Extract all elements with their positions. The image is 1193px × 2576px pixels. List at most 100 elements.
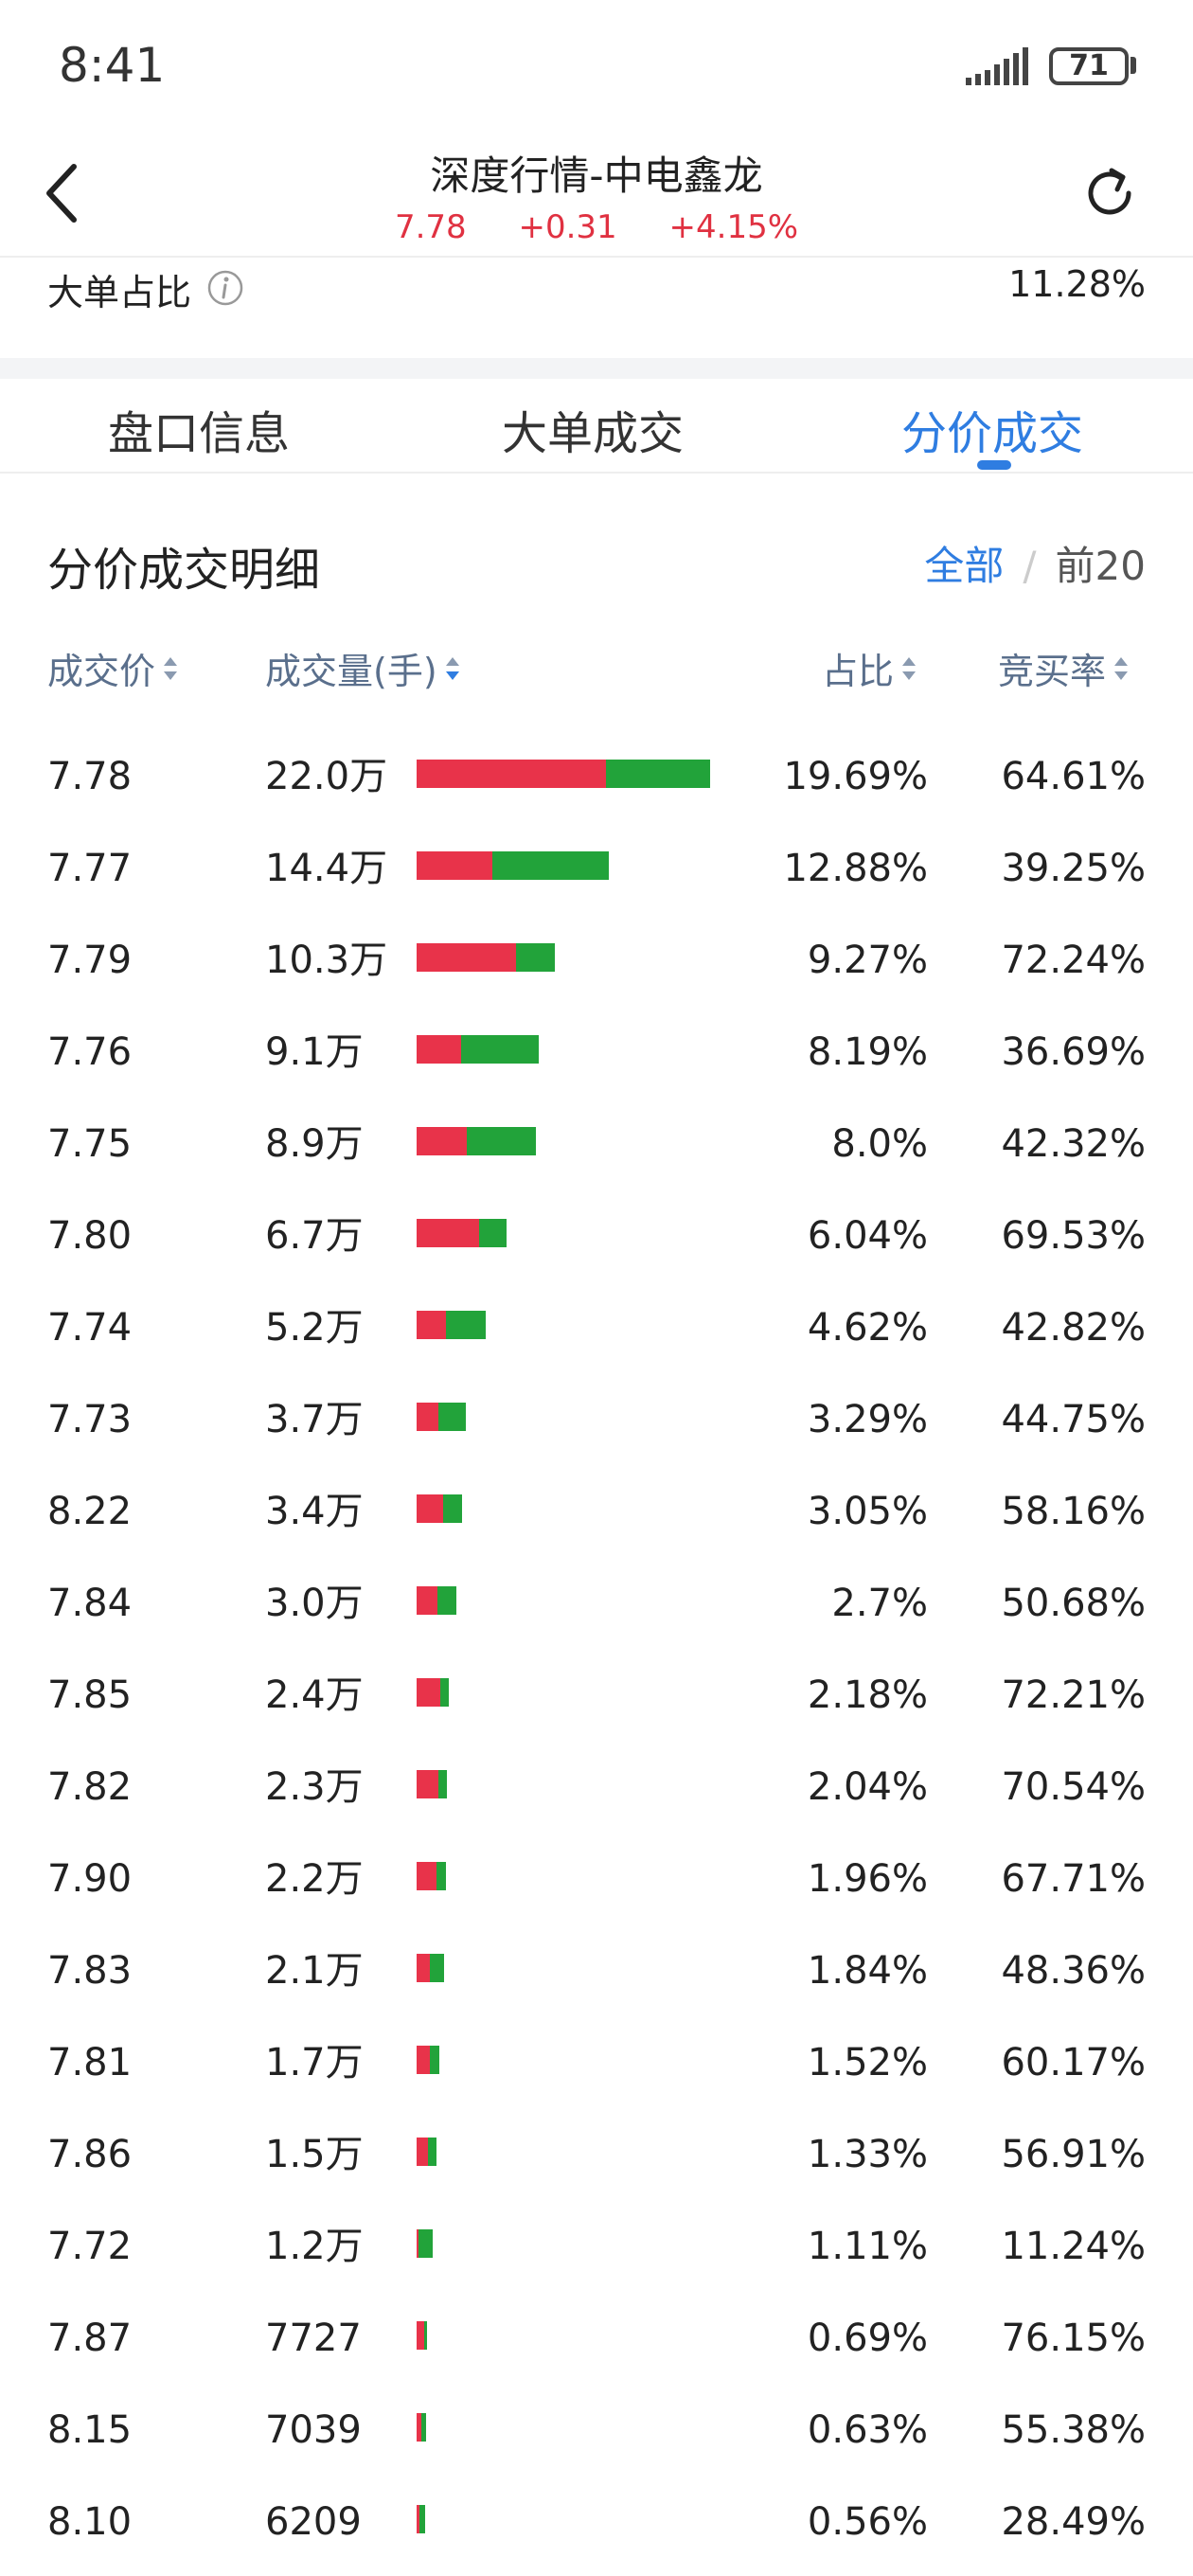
table-row[interactable]: 7.87 7727 0.69% 76.15% — [0, 2293, 1193, 2385]
tab-price-volume[interactable]: 分价成交 — [901, 407, 1084, 460]
row-share-bar — [417, 1862, 446, 1890]
row-share-bar — [417, 1403, 466, 1431]
row-bid-rate: 64.61% — [1001, 755, 1146, 798]
bar-buy-segment — [417, 1403, 439, 1431]
bar-buy-segment — [417, 851, 492, 880]
row-bid-rate: 11.24% — [1001, 2225, 1146, 2268]
row-ratio: 4.62% — [807, 1306, 928, 1350]
table-row[interactable]: 7.74 5.2万 4.62% 42.82% — [0, 1282, 1193, 1374]
section-divider — [0, 358, 1193, 379]
bar-sell-segment — [479, 1219, 507, 1247]
table-row[interactable]: 7.85 2.4万 2.18% 72.21% — [0, 1650, 1193, 1742]
table-row[interactable]: 7.72 1.2万 1.11% 11.24% — [0, 2201, 1193, 2293]
table-row[interactable]: 7.82 2.3万 2.04% 70.54% — [0, 1742, 1193, 1834]
table-row[interactable]: 7.76 9.1万 8.19% 36.69% — [0, 1007, 1193, 1099]
row-ratio: 0.56% — [807, 2500, 928, 2544]
bar-sell-segment — [606, 760, 710, 788]
row-price: 7.81 — [47, 2041, 133, 2084]
info-icon[interactable] — [206, 269, 244, 307]
row-price: 7.79 — [47, 939, 133, 982]
row-volume: 10.3万 — [265, 939, 388, 982]
table-row[interactable]: 7.86 1.5万 1.33% 56.91% — [0, 2109, 1193, 2201]
filter-top20[interactable]: 前20 — [1055, 543, 1146, 589]
tab-indicator — [977, 460, 1011, 470]
bar-buy-segment — [417, 2138, 428, 2166]
row-bid-rate: 44.75% — [1001, 1398, 1146, 1441]
current-price: 7.78 — [394, 208, 467, 246]
battery-level: 71 — [1069, 49, 1109, 82]
row-bid-rate: 72.21% — [1001, 1673, 1146, 1717]
table-row[interactable]: 7.79 10.3万 9.27% 72.24% — [0, 915, 1193, 1007]
col-header-price[interactable]: 成交价 — [47, 642, 180, 694]
row-bid-rate: 60.17% — [1001, 2041, 1146, 2084]
tab-order-book[interactable]: 盘口信息 — [108, 407, 291, 460]
table-row[interactable]: 7.73 3.7万 3.29% 44.75% — [0, 1374, 1193, 1466]
table-row[interactable]: 8.15 7039 0.63% 55.38% — [0, 2385, 1193, 2477]
col-header-volume[interactable]: 成交量(手) — [265, 642, 462, 694]
row-volume: 14.4万 — [265, 847, 388, 890]
tab-big-orders[interactable]: 大单成交 — [502, 407, 685, 460]
row-ratio: 3.29% — [807, 1398, 928, 1441]
row-bid-rate: 76.15% — [1001, 2317, 1146, 2360]
row-volume: 9.1万 — [265, 1030, 364, 1074]
table-row[interactable]: 7.75 8.9万 8.0% 42.32% — [0, 1099, 1193, 1190]
row-bid-rate: 69.53% — [1001, 1214, 1146, 1258]
col-header-volume-label: 成交量(手) — [265, 651, 437, 692]
row-share-bar — [417, 1035, 539, 1064]
row-price: 7.87 — [47, 2317, 133, 2360]
back-icon[interactable] — [38, 155, 87, 231]
bar-buy-segment — [417, 2046, 431, 2074]
table-row[interactable]: 7.77 14.4万 12.88% 39.25% — [0, 823, 1193, 915]
row-ratio: 1.52% — [807, 2041, 928, 2084]
row-price: 7.76 — [47, 1030, 133, 1074]
row-price: 8.10 — [47, 2500, 133, 2544]
status-time: 8:41 — [59, 38, 166, 93]
bar-sell-segment — [437, 1770, 448, 1798]
row-volume: 6209 — [265, 2500, 362, 2544]
col-header-bid-rate-label: 竞买率 — [998, 651, 1107, 692]
row-ratio: 1.33% — [807, 2133, 928, 2176]
row-share-bar — [417, 2505, 425, 2533]
header: 深度行情-中电鑫龙 7.78 +0.31 +4.15% — [0, 133, 1193, 258]
row-ratio: 1.96% — [807, 1857, 928, 1901]
row-share-bar — [417, 1219, 507, 1247]
bar-buy-segment — [417, 760, 607, 788]
bar-buy-segment — [417, 1954, 430, 1982]
row-ratio: 3.05% — [807, 1490, 928, 1533]
table-row[interactable]: 7.83 2.1万 1.84% 48.36% — [0, 1925, 1193, 2017]
table-row[interactable]: 7.90 2.2万 1.96% 67.71% — [0, 1834, 1193, 1925]
bar-sell-segment — [436, 1586, 457, 1615]
row-share-bar — [417, 2138, 436, 2166]
row-share-bar — [417, 2321, 427, 2350]
row-price: 8.22 — [47, 1490, 133, 1533]
section-title: 分价成交明细 — [47, 544, 321, 597]
bar-sell-segment — [491, 851, 609, 880]
table-row[interactable]: 8.10 6209 0.56% 28.49% — [0, 2477, 1193, 2568]
bar-buy-segment — [417, 1219, 480, 1247]
table-row[interactable]: 7.81 1.7万 1.52% 60.17% — [0, 2017, 1193, 2109]
row-price: 7.84 — [47, 1582, 133, 1625]
row-price: 7.83 — [47, 1949, 133, 1993]
row-ratio: 12.88% — [783, 847, 928, 890]
table-row[interactable]: 7.80 6.7万 6.04% 69.53% — [0, 1190, 1193, 1282]
bar-sell-segment — [467, 1127, 536, 1155]
filter-all[interactable]: 全部 — [924, 543, 1005, 589]
bar-sell-segment — [430, 1954, 444, 1982]
bar-buy-segment — [417, 1862, 436, 1890]
row-ratio: 1.11% — [807, 2225, 928, 2268]
row-bid-rate: 50.68% — [1001, 1582, 1146, 1625]
col-header-ratio[interactable]: 占比 — [822, 642, 918, 694]
status-bar: 8:41 71 — [0, 0, 1193, 133]
col-header-bid-rate[interactable]: 竞买率 — [998, 642, 1131, 694]
table-row[interactable]: 7.84 3.0万 2.7% 50.68% — [0, 1558, 1193, 1650]
table-row[interactable]: 7.78 22.0万 19.69% 64.61% — [0, 731, 1193, 823]
row-volume: 2.1万 — [265, 1949, 364, 1993]
row-bid-rate: 39.25% — [1001, 847, 1146, 890]
bar-buy-segment — [417, 1035, 462, 1064]
row-bid-rate: 58.16% — [1001, 1490, 1146, 1533]
row-share-bar — [417, 2229, 434, 2258]
row-share-bar — [417, 2046, 439, 2074]
refresh-icon[interactable] — [1079, 163, 1140, 224]
row-price: 7.72 — [47, 2225, 133, 2268]
table-row[interactable]: 8.22 3.4万 3.05% 58.16% — [0, 1466, 1193, 1558]
